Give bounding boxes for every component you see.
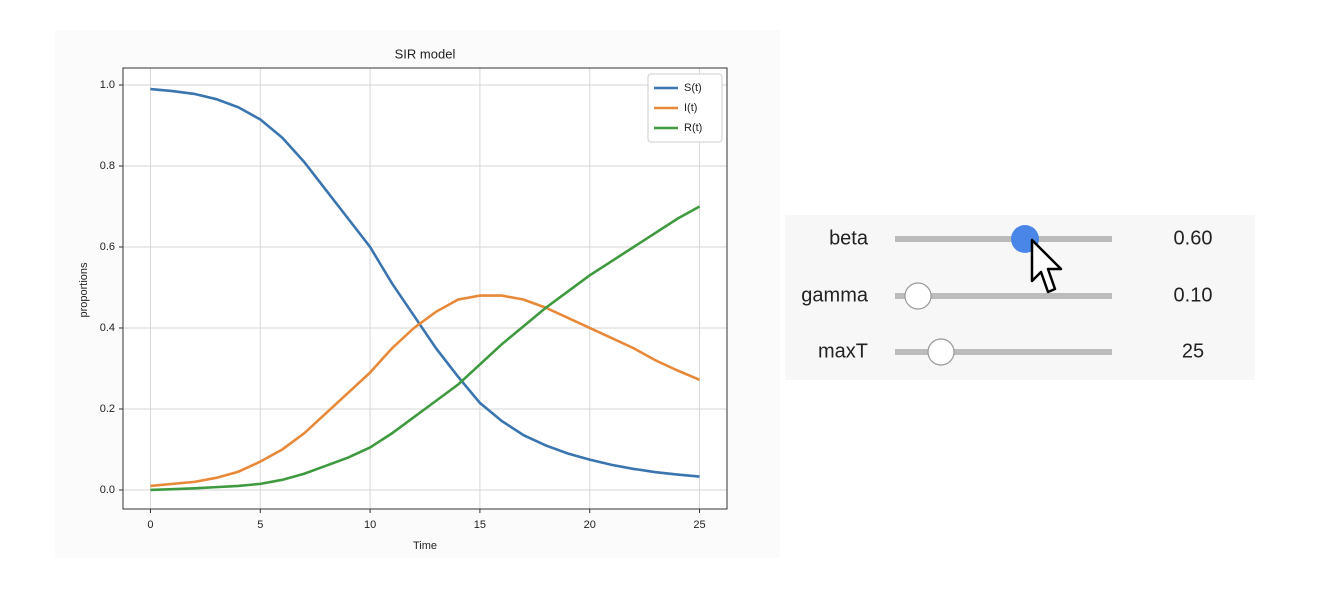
slider-thumb[interactable]	[904, 282, 932, 310]
y-tick-label: 0.4	[100, 322, 115, 334]
x-tick-label: 0	[147, 519, 153, 531]
y-axis-label: proportions	[78, 262, 90, 318]
x-axis-label: Time	[413, 540, 437, 552]
y-tick-label: 0.8	[100, 160, 115, 172]
legend-label: R(t)	[684, 122, 702, 134]
slider-label: beta	[829, 227, 869, 249]
x-tick-label: 5	[257, 519, 263, 531]
mouse-cursor	[1030, 238, 1063, 294]
legend-label: S(t)	[684, 82, 702, 94]
plot-area	[123, 68, 727, 509]
plot-frame	[122, 67, 728, 510]
slider-value: 0.10	[1174, 284, 1213, 306]
y-tick-label: 0.6	[100, 241, 115, 253]
y-tick-label: 1.0	[100, 79, 115, 91]
chart: SIR model Time proportions 0 5 10 15 20 25 0.0…	[78, 46, 728, 552]
series-line	[150, 294, 701, 488]
x-tick-label: 15	[474, 519, 486, 531]
legend-box	[647, 73, 723, 143]
y-tick-label: 0.0	[100, 484, 115, 496]
slider-value: 25	[1182, 340, 1204, 362]
x-tick-label: 25	[693, 519, 705, 531]
x-tick-label: 10	[364, 519, 376, 531]
chart-title: SIR model	[395, 46, 456, 61]
y-tick-label: 0.2	[100, 403, 115, 415]
slider-label: maxT	[818, 340, 868, 362]
slider-value: 0.60	[1174, 227, 1213, 249]
x-tick-label: 20	[584, 519, 596, 531]
controls: beta 0.60 gamma 0.10 maxT 25	[801, 225, 1213, 366]
series-line	[150, 87, 700, 478]
slider-thumb[interactable]	[927, 338, 955, 366]
slider-label: gamma	[801, 284, 869, 306]
series-line	[150, 205, 701, 492]
legend-label: I(t)	[684, 102, 697, 114]
